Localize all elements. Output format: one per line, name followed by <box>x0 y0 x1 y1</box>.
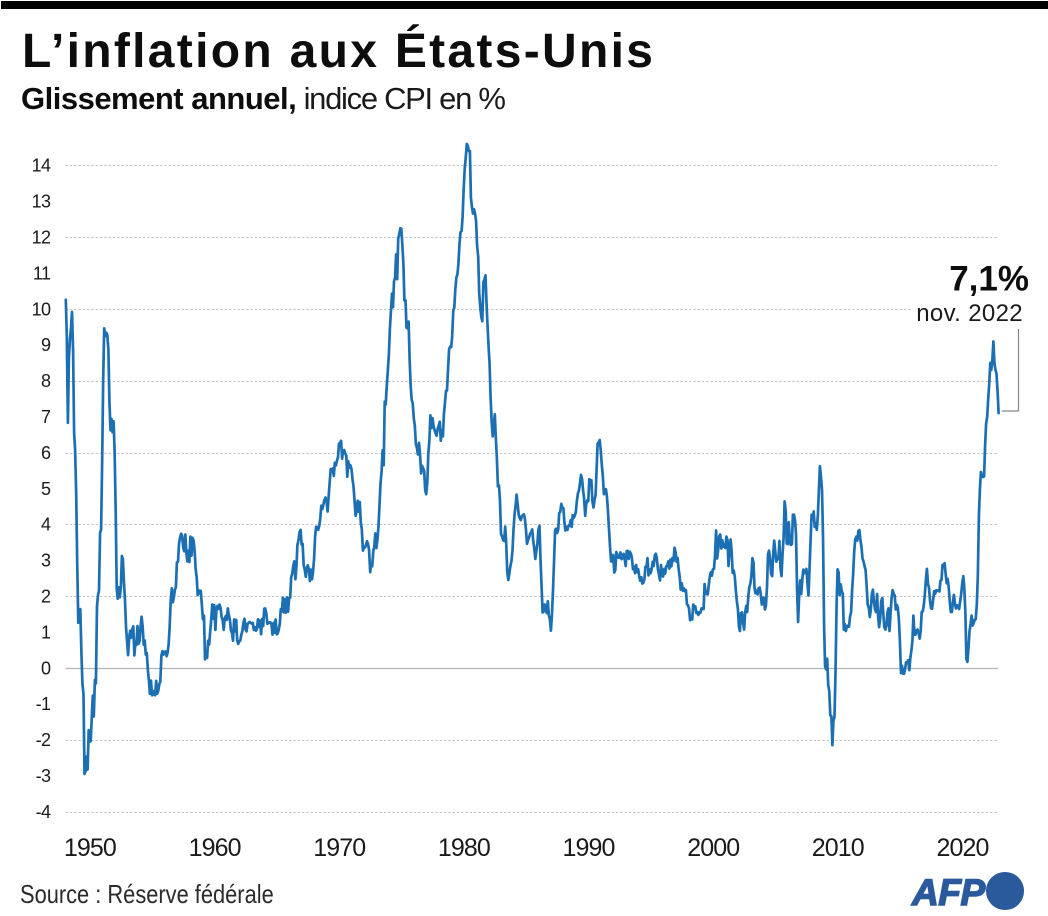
svg-text:-1: -1 <box>36 694 51 714</box>
svg-text:12: 12 <box>32 228 51 248</box>
svg-text:0: 0 <box>41 658 51 678</box>
svg-text:7: 7 <box>41 407 51 427</box>
svg-text:6: 6 <box>41 443 51 463</box>
svg-text:5: 5 <box>41 479 51 499</box>
svg-text:-2: -2 <box>36 730 51 750</box>
svg-text:1990: 1990 <box>562 834 614 862</box>
svg-text:2020: 2020 <box>936 834 988 862</box>
svg-text:3: 3 <box>41 551 51 571</box>
svg-text:13: 13 <box>32 192 51 212</box>
svg-text:9: 9 <box>41 335 51 355</box>
svg-text:nov. 2022: nov. 2022 <box>916 300 1023 327</box>
svg-text:8: 8 <box>41 371 51 391</box>
svg-text:4: 4 <box>41 515 51 535</box>
svg-text:1970: 1970 <box>313 834 365 862</box>
svg-text:11: 11 <box>33 263 51 283</box>
svg-text:14: 14 <box>32 156 51 176</box>
svg-text:2000: 2000 <box>687 834 739 862</box>
svg-text:1980: 1980 <box>438 834 490 862</box>
svg-text:2010: 2010 <box>812 834 864 862</box>
svg-text:1960: 1960 <box>189 834 241 862</box>
svg-text:10: 10 <box>32 299 51 319</box>
svg-text:-3: -3 <box>36 766 51 786</box>
svg-text:2: 2 <box>41 587 51 607</box>
svg-text:7,1%: 7,1% <box>949 260 1029 299</box>
svg-text:-4: -4 <box>36 802 51 822</box>
svg-text:1950: 1950 <box>64 834 116 862</box>
svg-text:1: 1 <box>41 622 51 642</box>
